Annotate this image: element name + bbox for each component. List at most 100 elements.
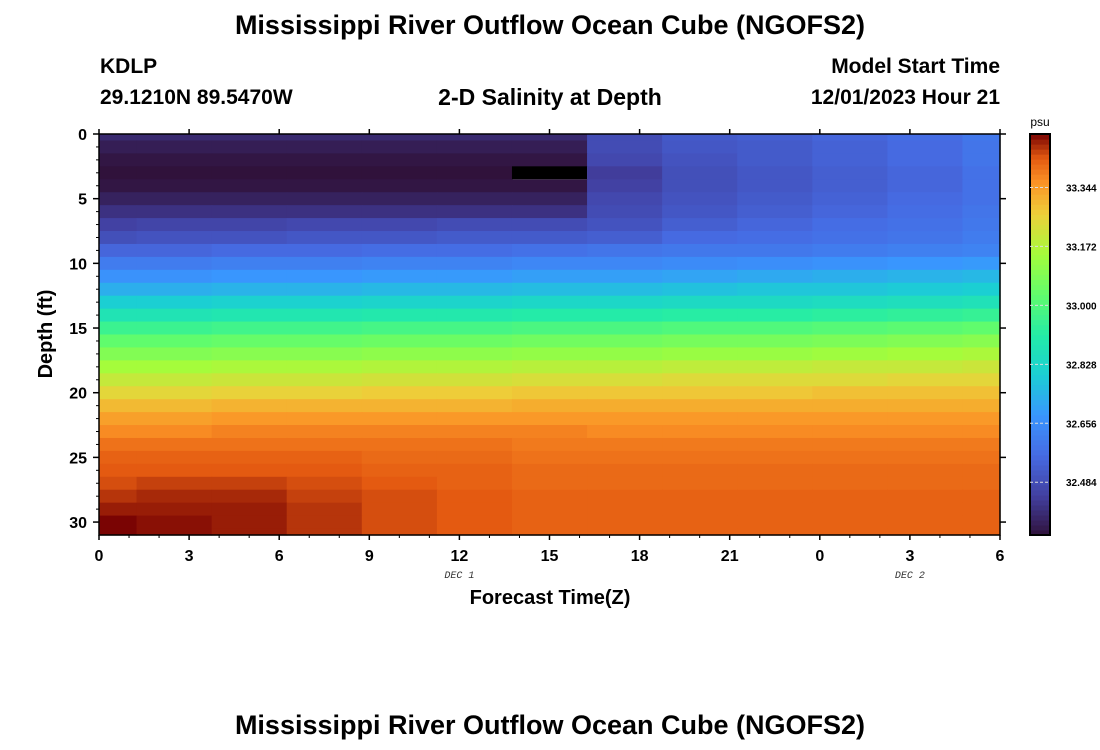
heatmap-cell	[286, 179, 363, 193]
heatmap-cell	[662, 450, 738, 465]
heatmap-cell	[286, 140, 363, 155]
heatmap-cell	[511, 528, 588, 536]
heatmap-cell	[737, 179, 813, 193]
heatmap-cell	[812, 282, 888, 297]
x-tick-label: 3	[185, 548, 194, 565]
heatmap-cell	[361, 321, 438, 336]
colorbar-segment	[1030, 314, 1050, 321]
heatmap-cell	[887, 360, 964, 374]
heatmap-cell	[737, 153, 813, 167]
heatmap-cell	[887, 231, 964, 245]
chart-subtitle: 2-D Salinity at Depth	[438, 84, 662, 110]
heatmap-cell	[286, 528, 363, 536]
heatmap-cell	[812, 386, 888, 400]
heatmap-cell	[587, 166, 663, 180]
heatmap-cell	[887, 321, 964, 336]
colorbar-segment	[1030, 299, 1050, 306]
colorbar-segment	[1030, 214, 1050, 220]
colorbar-segment	[1030, 334, 1050, 341]
heatmap-cell	[136, 231, 213, 245]
heatmap-cell	[286, 399, 363, 413]
heatmap-cell	[211, 334, 288, 349]
heatmap-cell	[887, 412, 964, 426]
heatmap-cell	[436, 256, 513, 271]
heatmap-cell	[286, 153, 363, 167]
heatmap-cell	[511, 269, 588, 284]
heatmap-cell	[436, 502, 513, 517]
heatmap-cell	[662, 515, 738, 530]
heatmap-cell	[887, 166, 964, 180]
colorbar-segment	[1030, 379, 1050, 386]
colorbar-segment	[1030, 279, 1050, 285]
heatmap-cell	[211, 502, 288, 517]
colorbar-segment	[1030, 494, 1050, 501]
heatmap-cell	[737, 134, 813, 142]
heatmap-cell	[887, 153, 964, 167]
heatmap-cell	[962, 205, 1001, 219]
heatmap-cell	[511, 153, 588, 167]
heatmap-cell	[662, 140, 738, 155]
heatmap-cell	[436, 231, 513, 245]
heatmap-cell	[436, 134, 513, 142]
heatmap-cell	[587, 153, 663, 167]
heatmap-cell	[511, 282, 588, 297]
colorbar-segment	[1030, 459, 1050, 466]
heatmap-cells	[99, 134, 1001, 536]
heatmap-cell	[361, 437, 438, 452]
heatmap-cell	[511, 489, 588, 504]
heatmap-cell	[99, 412, 138, 426]
heatmap-cell	[511, 437, 588, 452]
heatmap-cell	[662, 463, 738, 478]
heatmap-cell	[99, 515, 138, 530]
heatmap-cell	[361, 399, 438, 413]
x-tick-label: 0	[815, 548, 824, 565]
colorbar-segment	[1030, 409, 1050, 416]
heatmap-cell	[361, 153, 438, 167]
heatmap-cell	[99, 282, 138, 297]
heatmap-cell	[436, 515, 513, 530]
heatmap-cell	[962, 515, 1001, 530]
colorbar-frame	[1029, 133, 1051, 536]
heatmap-cell	[286, 205, 363, 219]
colorbar-segment	[1030, 364, 1050, 371]
heatmap-cell	[587, 386, 663, 400]
heatmap-cell	[737, 140, 813, 155]
colorbar-segment	[1030, 199, 1050, 205]
heatmap-cell	[812, 334, 888, 349]
heatmap-cell	[436, 399, 513, 413]
colorbar-segment	[1030, 489, 1050, 496]
heatmap-cell	[587, 269, 663, 284]
x-tick-label: 9	[365, 548, 374, 565]
heatmap-cell	[887, 489, 964, 504]
heatmap-cell	[511, 360, 588, 374]
heatmap-cell	[511, 218, 588, 232]
colorbar-segment	[1030, 389, 1050, 396]
colorbar-segment	[1030, 294, 1050, 301]
heatmap-cell	[662, 218, 738, 232]
colorbar-segment	[1030, 469, 1050, 476]
heatmap-cell	[361, 308, 438, 323]
heatmap-cell	[511, 386, 588, 400]
heatmap-cell	[962, 140, 1001, 155]
heatmap-cell	[136, 373, 213, 387]
heatmap-cell	[511, 134, 588, 142]
colorbar-segment	[1030, 449, 1050, 456]
x-tick-label: 6	[996, 548, 1005, 565]
colorbar-segment	[1030, 499, 1050, 506]
heatmap-cell	[286, 386, 363, 400]
heatmap-cell	[361, 450, 438, 465]
colorbar-segment	[1030, 464, 1050, 471]
heatmap-cell	[887, 450, 964, 465]
y-tick-label: 15	[69, 321, 87, 338]
heatmap-cell	[662, 528, 738, 536]
heatmap-cell	[511, 412, 588, 426]
heatmap-cell	[211, 450, 288, 465]
heatmap-cell	[812, 243, 888, 258]
colorbar-segment	[1030, 474, 1050, 481]
heatmap-cell	[136, 502, 213, 517]
heatmap-cell	[587, 231, 663, 245]
page-title: Mississippi River Outflow Ocean Cube (NG…	[234, 10, 866, 40]
heatmap-cell	[286, 295, 363, 310]
colorbar-segment	[1030, 404, 1050, 411]
colorbar-segment	[1030, 149, 1050, 155]
